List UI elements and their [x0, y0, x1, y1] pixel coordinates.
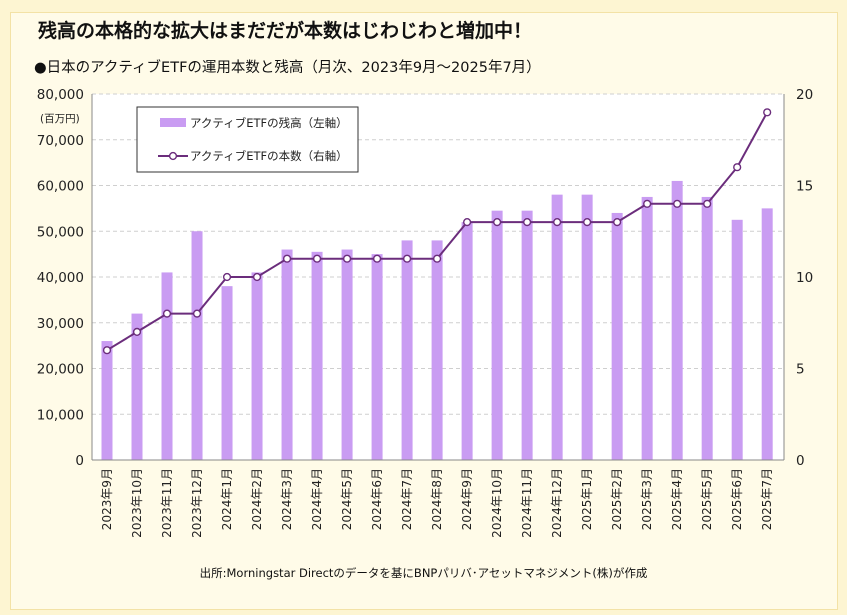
x-tick-label: 2024年9月	[460, 468, 474, 530]
chart-subtitle: ●日本のアクティブETFの運用本数と残高（月次、2023年9月～2025年7月）	[34, 60, 541, 76]
count-point-2025年3月	[643, 199, 652, 208]
x-tick-label: 2025年3月	[640, 468, 654, 530]
bar-2025年7月	[761, 208, 773, 460]
x-tick-label: 2025年1月	[580, 468, 594, 530]
x-tick-label: 2023年12月	[190, 468, 204, 538]
bar-2023年10月	[131, 313, 143, 460]
x-tick-label: 2024年5月	[340, 468, 354, 530]
bar-2024年8月	[431, 240, 443, 460]
y-left-unit-label: (百万円)	[40, 113, 80, 125]
y-left-tick-label: 50,000	[37, 224, 84, 240]
x-tick-label: 2023年11月	[160, 468, 174, 538]
count-point-2024年4月	[312, 254, 322, 263]
legend-bar-label: アクティブETFの残高（左軸）	[190, 116, 348, 130]
x-tick-label: 2024年11月	[520, 468, 534, 538]
bar-series	[101, 180, 773, 461]
x-tick-label: 2025年5月	[700, 468, 714, 530]
legend: アクティブETFの残高（左軸） アクティブETFの本数（右軸）	[136, 106, 359, 173]
axes: 0 10,000 20,000 30,000 40,000 50,000 60,000 70,…	[37, 87, 813, 538]
count-point-2024年3月	[282, 254, 292, 263]
page-title: 残高の本格的な拡大はまだだが本数はじわじわと増加中！	[38, 20, 533, 42]
bar-2024年1月	[221, 286, 233, 460]
source-note: 出所:Morningstar Directのデータを基にBNPパリバ･アセットマ…	[199, 566, 648, 580]
bar-2024年5月	[341, 249, 353, 460]
bar-2023年11月	[161, 272, 173, 460]
bar-2025年4月	[671, 180, 683, 461]
legend-box	[136, 106, 359, 173]
count-point-2024年12月	[553, 218, 562, 227]
x-tick-label: 2024年12月	[550, 468, 564, 538]
bar-2024年7月	[401, 240, 413, 460]
legend-line-marker	[168, 151, 178, 161]
x-tick-label: 2024年1月	[220, 468, 234, 530]
count-point-2025年2月	[613, 218, 622, 227]
x-tick-label: 2024年7月	[400, 468, 414, 530]
bar-2025年2月	[611, 212, 623, 460]
count-point-2025年1月	[583, 218, 592, 227]
x-tick-label: 2025年6月	[730, 468, 744, 530]
bar-2025年5月	[701, 196, 713, 460]
y-left-tick-label: 0	[75, 453, 84, 469]
count-point-2024年11月	[523, 218, 532, 227]
y-right-tick-label: 10	[796, 270, 813, 286]
count-point-2025年5月	[703, 199, 712, 208]
count-point-2024年8月	[432, 254, 442, 263]
bar-2024年10月	[491, 210, 503, 460]
bar-2023年12月	[191, 231, 203, 460]
bar-2024年11月	[521, 210, 533, 460]
count-point-2023年12月	[192, 309, 202, 318]
bar-2024年2月	[251, 272, 263, 460]
bar-2025年1月	[581, 194, 593, 460]
x-tick-label: 2024年8月	[430, 468, 444, 530]
bar-2023年9月	[101, 341, 113, 460]
y-right-tick-label: 20	[796, 87, 813, 103]
x-tick-label: 2024年2月	[250, 468, 264, 530]
x-tick-label: 2024年4月	[310, 468, 324, 530]
x-tick-label: 2023年9月	[100, 468, 114, 530]
bar-2024年3月	[281, 249, 293, 460]
count-point-2025年4月	[673, 199, 682, 208]
legend-bar-swatch	[160, 118, 186, 127]
y-left-tick-label: 10,000	[37, 407, 84, 423]
y-left-tick-label: 80,000	[37, 87, 84, 103]
count-point-2025年7月	[763, 108, 772, 117]
bar-2024年12月	[551, 194, 563, 460]
count-point-2024年5月	[342, 254, 352, 263]
x-tick-label: 2025年7月	[760, 468, 774, 530]
y-left-tick-label: 60,000	[37, 179, 84, 195]
count-point-2024年2月	[252, 272, 262, 282]
count-point-2023年11月	[162, 309, 172, 318]
bar-2025年6月	[731, 219, 743, 460]
count-point-2024年9月	[463, 218, 472, 227]
x-tick-label: 2024年10月	[490, 468, 504, 538]
count-point-2024年6月	[372, 254, 382, 263]
y-left-tick-label: 70,000	[37, 133, 84, 149]
y-right-tick-label: 15	[796, 179, 813, 195]
y-left-tick-label: 20,000	[37, 362, 84, 378]
bar-2024年4月	[311, 251, 323, 460]
bar-2024年9月	[461, 222, 473, 460]
y-right-tick-label: 5	[796, 362, 805, 378]
count-point-2024年7月	[402, 254, 412, 263]
count-point-2024年1月	[222, 272, 232, 282]
line-series	[102, 108, 772, 355]
legend-line-label: アクティブETFの本数（右軸）	[190, 149, 348, 163]
x-tick-label: 2025年4月	[670, 468, 684, 530]
x-tick-label: 2025年2月	[610, 468, 624, 530]
x-tick-label: 2024年6月	[370, 468, 384, 530]
x-tick-label: 2023年10月	[130, 468, 144, 538]
y-left-tick-label: 40,000	[37, 270, 84, 286]
y-left-tick-label: 30,000	[37, 316, 84, 332]
count-point-2023年10月	[132, 327, 142, 337]
x-tick-label: 2024年3月	[280, 468, 294, 530]
count-point-2024年10月	[493, 218, 502, 227]
y-right-tick-label: 0	[796, 453, 805, 469]
count-point-2025年6月	[733, 163, 742, 172]
bar-2025年3月	[641, 196, 653, 460]
bar-2024年6月	[371, 254, 383, 460]
count-point-2023年9月	[102, 346, 112, 355]
